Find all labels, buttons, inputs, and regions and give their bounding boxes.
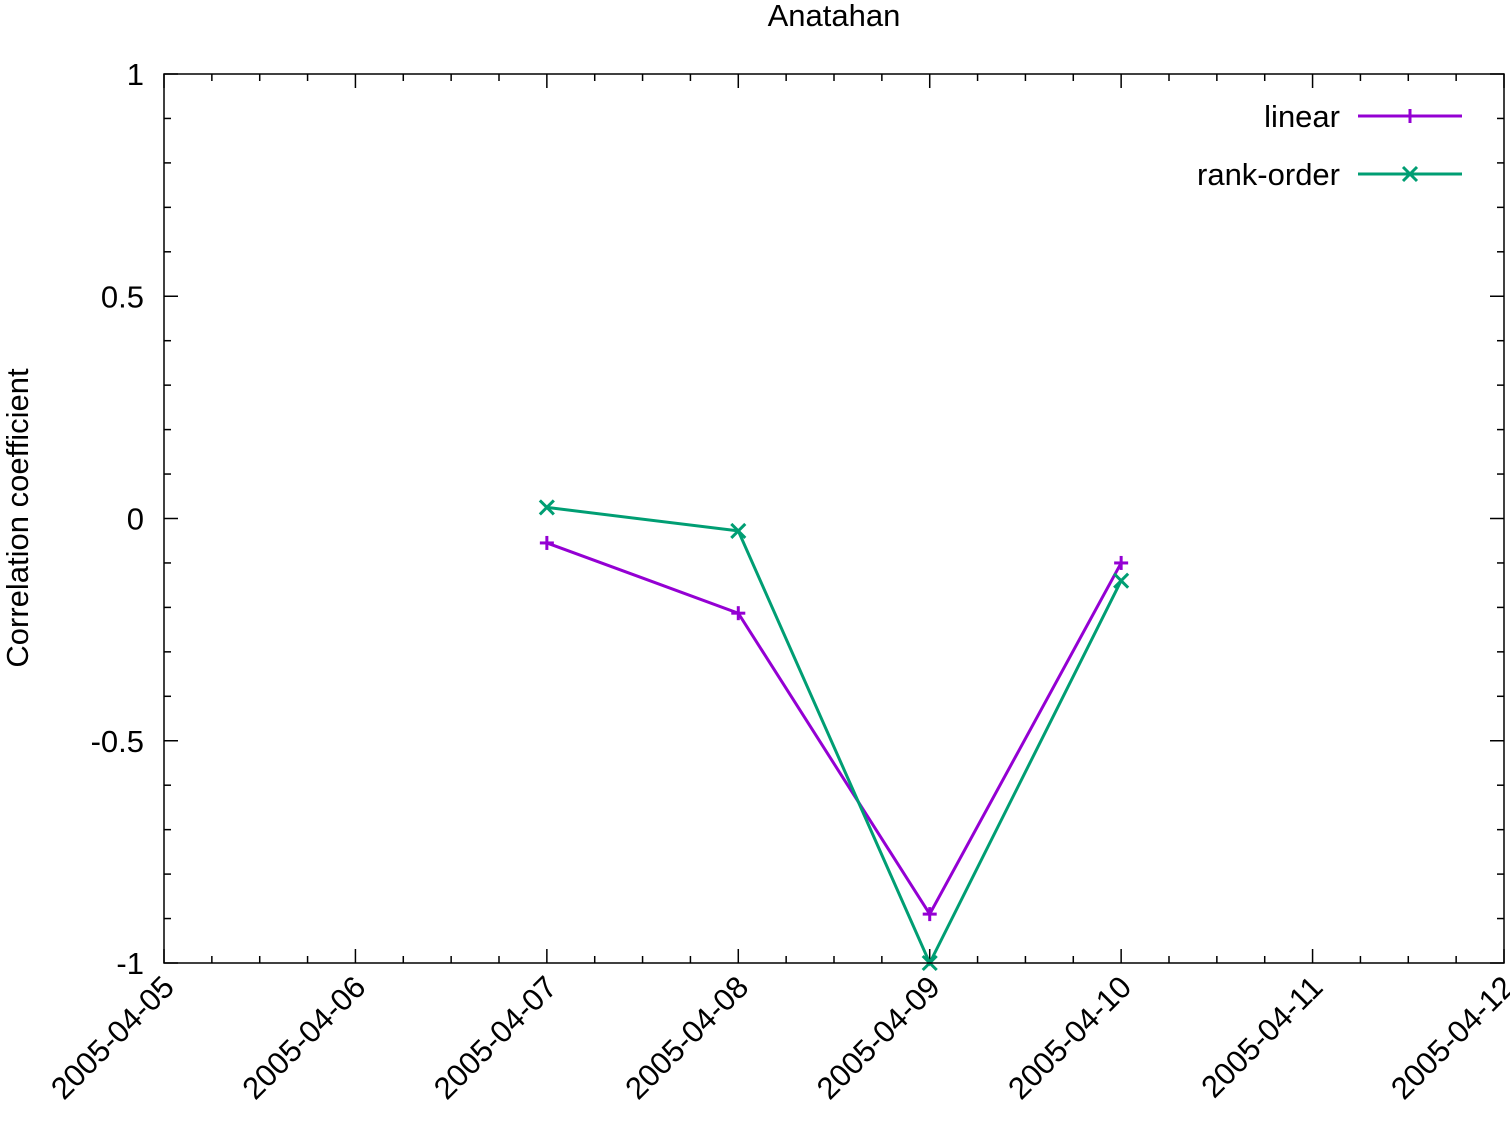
y-tick-label: -1 [116,946,144,981]
y-tick-label: 0 [127,502,144,537]
x-tick-label: 2005-04-05 [44,969,181,1106]
series-line-rank-order [546,505,1123,967]
x-tick-label: 2005-04-11 [1194,969,1329,1104]
series-line-linear [546,541,1123,918]
series-linear [539,535,1129,922]
data-point-rank-order [538,499,555,516]
y-axis-label: Correlation coefficient [0,368,35,668]
data-point-rank-order [730,522,747,540]
legend-label: rank-order [1197,157,1340,192]
x-tick-label: 2005-04-08 [618,969,755,1106]
x-tick-label: 2005-04-06 [235,969,372,1106]
chart-title: Anatahan [768,0,901,33]
legend: linear rank-order [1197,99,1462,192]
legend-label: linear [1264,99,1340,134]
x-tick-label: 2005-04-10 [1001,969,1138,1106]
series-rank-order [538,499,1130,972]
plot-frame [163,73,1505,964]
data-point-rank-order [1113,572,1130,589]
x-tick-label: 2005-04-09 [810,969,947,1106]
x-tick-label: 2005-04-12 [1384,969,1510,1106]
y-tick-label: 1 [127,57,144,92]
y-tick-label: -0.5 [91,724,144,759]
axis-ticks [163,73,1505,964]
x-tick-label: 2005-04-07 [427,969,564,1106]
plot-series [538,499,1130,972]
y-tick-label: 0.5 [101,279,144,314]
legend-marker [1401,165,1419,183]
